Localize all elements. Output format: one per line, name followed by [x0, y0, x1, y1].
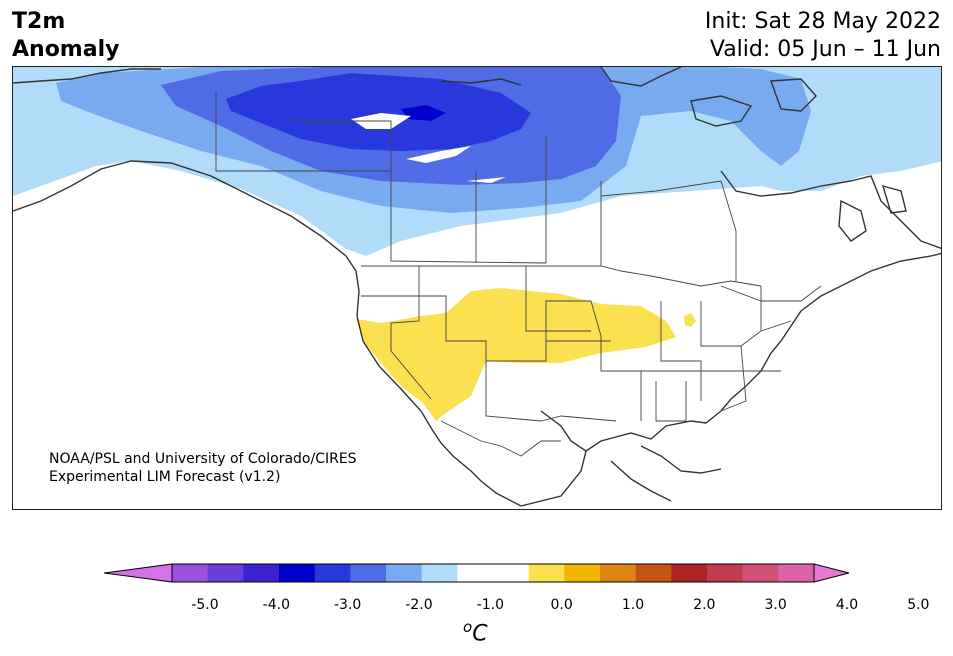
colorbar-cell [243, 564, 280, 582]
data-credit: NOAA/PSL and University of Colorado/CIRE… [49, 450, 357, 486]
lake-patch [406, 146, 471, 163]
colorbar-extend-high [813, 563, 850, 583]
anomaly-band-plus-0-5-small [684, 313, 696, 327]
colorbar-cell [707, 564, 744, 582]
colorbar-tick-labels: -5.0 -4.0 -3.0 -2.0 -1.0 0.0 1.0 2.0 3.0 4.0 5.0 [104, 597, 929, 617]
anomaly-band-minus-2-5 [401, 105, 446, 121]
colorbar-cell [350, 564, 387, 582]
map-title: T2m Anomaly [12, 8, 119, 64]
colorbar-cell [564, 564, 601, 582]
colorbar-tick-label: -3.0 [333, 597, 362, 613]
colorbar-unit: oC [463, 618, 488, 647]
init-date: Init: Sat 28 May 2022 [704, 9, 941, 34]
colorbar-tick-label: 0.0 [550, 597, 573, 613]
colorbar-cell [172, 564, 209, 582]
colorbar-extend-low [104, 563, 173, 583]
colorbar-tick-label: -4.0 [262, 597, 290, 613]
credit-line-2: Experimental LIM Forecast (v1.2) [49, 469, 281, 485]
colorbar-cell [635, 564, 672, 582]
anomaly-band-plus-0-5 [356, 288, 676, 421]
colorbar-outline [171, 563, 815, 583]
colorbar-cell [742, 564, 779, 582]
colorbar-cell [778, 564, 815, 582]
colorbar-cell [528, 564, 565, 582]
valid-dates: Valid: 05 Jun – 11 Jun [709, 37, 941, 62]
credit-line-1: NOAA/PSL and University of Colorado/CIRE… [49, 451, 357, 467]
colorbar-cell [600, 564, 637, 582]
colorbar-tick-label: 4.0 [835, 597, 859, 613]
colorbar-tick-label: 5.0 [907, 597, 930, 613]
colorbar-cell [207, 564, 244, 582]
forecast-dates: Init: Sat 28 May 2022 Valid: 05 Jun – 11… [705, 8, 941, 64]
colorbar-cell [493, 564, 530, 582]
title-line-1: T2m [12, 9, 66, 34]
colorbar-tick-label: 2.0 [693, 597, 716, 613]
title-line-2: Anomaly [12, 37, 120, 62]
colorbar [104, 563, 850, 583]
colorbar-tick-label: 3.0 [764, 597, 787, 613]
anomaly-map [12, 66, 942, 510]
political-boundaries [215, 91, 822, 457]
anomaly-band-minus-2-0 [226, 73, 531, 151]
colorbar-tick-label: -1.0 [476, 597, 504, 613]
colorbar-cell [671, 564, 708, 582]
colorbar-cell [314, 564, 351, 582]
map-canvas [13, 67, 941, 507]
colorbar-tick-label: 1.0 [621, 597, 645, 613]
colorbar-cell [421, 564, 458, 582]
colorbar-cell [457, 564, 494, 582]
colorbar-tick-label: -5.0 [191, 597, 219, 613]
colorbar-tick-label: -2.0 [405, 597, 433, 613]
colorbar-cell [386, 564, 423, 582]
colorbar-cell [279, 564, 316, 582]
